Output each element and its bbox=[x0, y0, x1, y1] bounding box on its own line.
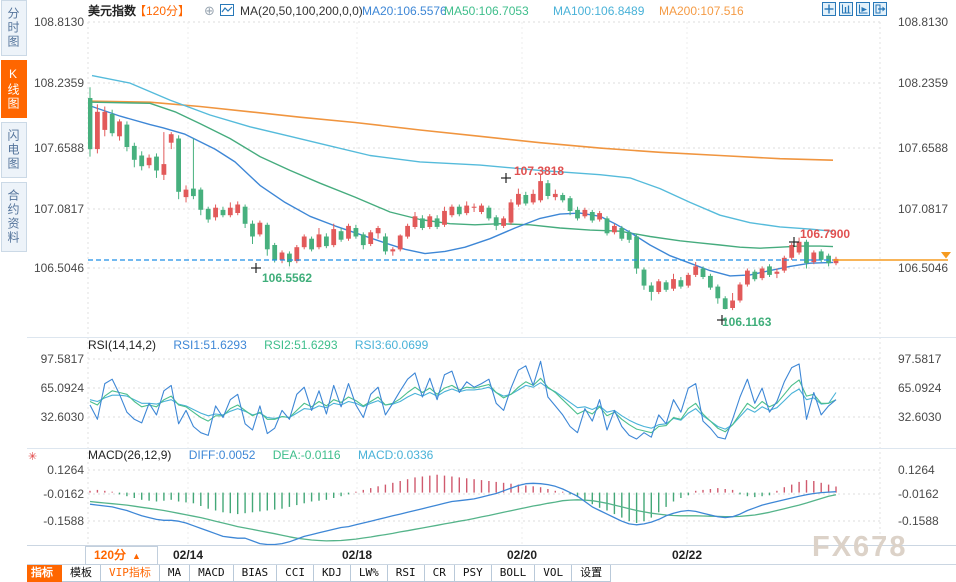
rsi-title: RSI(14,14,2) bbox=[88, 338, 157, 352]
ma50-value: MA50:106.7053 bbox=[444, 4, 529, 18]
price-axis-label-right: 107.0817 bbox=[898, 202, 949, 216]
swing-high-label: 106.7900 bbox=[800, 227, 851, 241]
macd-axis-label-right: 0.1264 bbox=[898, 463, 935, 477]
gridlines bbox=[0, 21, 956, 565]
chevron-up-icon: ▲ bbox=[132, 551, 141, 561]
macd-value: MACD:0.0336 bbox=[357, 448, 434, 462]
current-price-line bbox=[88, 252, 951, 261]
price-axis-label-left: 107.0817 bbox=[33, 202, 84, 216]
ma100-value: MA100:106.8489 bbox=[553, 4, 645, 18]
time-axis-row bbox=[0, 545, 956, 565]
toolbar-item-BOLL[interactable]: BOLL bbox=[491, 565, 536, 582]
rsi-panel bbox=[89, 360, 837, 440]
toolbar-item-PSY[interactable]: PSY bbox=[454, 565, 492, 582]
toolbar-item-CCI[interactable]: CCI bbox=[277, 565, 314, 582]
swing-high-label: 107.3818 bbox=[514, 164, 565, 178]
period-selector-label: 120分 bbox=[94, 548, 127, 562]
diff-value: DIFF:0.0052 bbox=[188, 448, 256, 462]
toolbar-item-RSI[interactable]: RSI bbox=[387, 565, 425, 582]
chart-tool-icons bbox=[822, 2, 887, 16]
symbol-title: 美元指数 bbox=[88, 4, 137, 18]
period-selector-button[interactable]: 120分 ▲ bbox=[85, 546, 158, 565]
toolbar-item-KDJ[interactable]: KDJ bbox=[314, 565, 351, 582]
date-axis-label: 02/14 bbox=[172, 548, 204, 562]
line-chart-icon bbox=[220, 4, 234, 19]
macd-header: MACD(26,12,9) DIFF:0.0052 DEA:-0.0116 MA… bbox=[88, 449, 447, 462]
date-axis-label: 02/18 bbox=[341, 548, 373, 562]
rsi3-value: RSI3:60.0699 bbox=[354, 338, 429, 352]
price-axis-label-left: 108.8130 bbox=[33, 15, 84, 29]
date-axis-label: 02/20 bbox=[506, 548, 538, 562]
rsi-axis-label-left: 97.5817 bbox=[40, 352, 84, 366]
date-axis-label: 02/22 bbox=[671, 548, 703, 562]
sidebar-tab-kline[interactable]: K线图 bbox=[1, 60, 27, 118]
rsi-axis-label-right: 32.6030 bbox=[898, 410, 942, 424]
price-axis-label-right: 106.5046 bbox=[898, 261, 949, 275]
macd-axis-label-right: -0.1588 bbox=[898, 514, 939, 528]
rsi2-value: RSI2:51.6293 bbox=[264, 338, 338, 352]
macd-title: MACD(26,12,9) bbox=[88, 448, 172, 462]
swing-low-label: 106.1163 bbox=[722, 315, 772, 329]
toolbar-item-LW%[interactable]: LW% bbox=[350, 565, 388, 582]
price-axis-label-left: 107.6588 bbox=[33, 141, 84, 155]
y-axis-scale-icon[interactable] bbox=[839, 2, 853, 16]
macd-axis-label-left: -0.0162 bbox=[43, 487, 84, 501]
rsi-axis-label-left: 32.6030 bbox=[40, 410, 84, 424]
period-label: 【120分】 bbox=[134, 4, 191, 18]
toolbar-item-cn14[interactable]: 设置 bbox=[572, 565, 612, 582]
indicator-toolbar: 指标 模板 VIP指标 MA MACD BIAS CCI KDJ LW% RSI CR PSY BOLL… bbox=[22, 565, 612, 582]
indicator-settings-icon[interactable]: ✳ bbox=[28, 451, 38, 463]
sidebar-tab-contract-info[interactable]: 合约资料 bbox=[1, 182, 27, 252]
macd-axis-label-left: 0.1264 bbox=[47, 463, 84, 477]
rsi-axis-label-right: 65.0924 bbox=[898, 381, 942, 395]
toolbar-item-MACD[interactable]: MACD bbox=[190, 565, 234, 582]
swing-markers bbox=[251, 173, 799, 325]
rsi-axis-label-left: 65.0924 bbox=[40, 381, 84, 395]
ma-params-label: MA(20,50,100,200,0,0) bbox=[240, 4, 363, 18]
candlestick-panel bbox=[88, 74, 839, 311]
price-axis-label-right: 107.6588 bbox=[898, 141, 949, 155]
toolbar-item-VIP[interactable]: VIP指标 bbox=[101, 565, 160, 582]
toolbar-item-CR[interactable]: CR bbox=[424, 565, 455, 582]
macd-axis-label-right: -0.0162 bbox=[898, 487, 939, 501]
ma200-value: MA200:107.516 bbox=[659, 4, 744, 18]
x-axis-scale-icon[interactable] bbox=[856, 2, 870, 16]
ma20-value: MA20:106.5576 bbox=[362, 4, 447, 18]
rsi-header: RSI(14,14,2) RSI1:51.6293 RSI2:51.6293 R… bbox=[88, 339, 442, 352]
toolbar-item-MA[interactable]: MA bbox=[159, 565, 191, 582]
left-sidebar: 分时图 K线图 闪电图 合约资料 bbox=[0, 0, 27, 582]
sidebar-tab-timeline[interactable]: 分时图 bbox=[1, 0, 27, 56]
price-axis-label-right: 108.8130 bbox=[898, 15, 949, 29]
dea-value: DEA:-0.0116 bbox=[272, 448, 341, 462]
price-axis-label-left: 106.5046 bbox=[33, 261, 84, 275]
toolbar-item-cn1[interactable]: 模板 bbox=[62, 565, 101, 582]
price-axis-label-left: 108.2359 bbox=[33, 76, 84, 90]
toolbar-item-BIAS[interactable]: BIAS bbox=[233, 565, 278, 582]
macd-panel bbox=[89, 474, 837, 545]
add-indicator-icon[interactable]: ⊕ bbox=[204, 3, 215, 18]
pan-move-icon[interactable] bbox=[822, 2, 836, 16]
sidebar-tab-lightning[interactable]: 闪电图 bbox=[1, 122, 27, 178]
macd-axis-label-left: -0.1588 bbox=[43, 514, 84, 528]
swing-low-label: 106.5562 bbox=[262, 271, 313, 285]
price-axis-label-right: 108.2359 bbox=[898, 76, 949, 90]
rsi-axis-label-right: 97.5817 bbox=[898, 352, 942, 366]
rsi1-value: RSI1:51.6293 bbox=[173, 338, 247, 352]
toolbar-item-VOL[interactable]: VOL bbox=[535, 565, 573, 582]
popout-window-icon[interactable] bbox=[873, 2, 887, 16]
fx678-watermark: FX678 bbox=[812, 531, 908, 563]
toolbar-item-cn0[interactable]: 指标 bbox=[22, 565, 62, 582]
